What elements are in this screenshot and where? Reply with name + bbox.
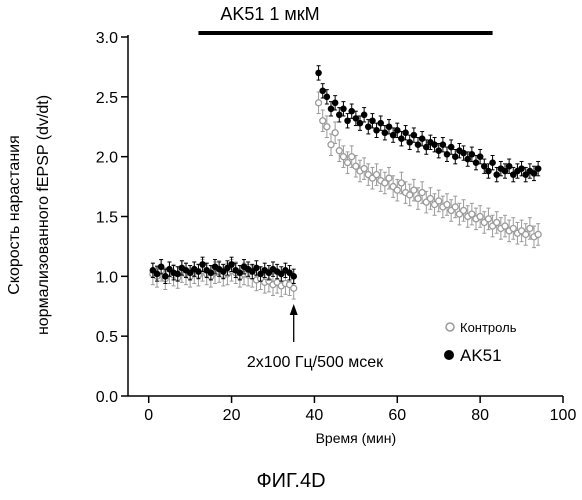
data-point [444, 202, 450, 208]
data-point [436, 198, 442, 204]
data-point [228, 261, 235, 268]
data-point [290, 273, 297, 280]
data-point [460, 150, 467, 157]
stimulus-arrow-head [290, 304, 298, 315]
data-point [523, 231, 529, 237]
data-series [150, 66, 542, 299]
data-point [419, 135, 426, 142]
y-tick-label: 0.5 [96, 329, 118, 346]
data-point [427, 196, 433, 202]
data-point [398, 135, 405, 142]
data-point [319, 88, 326, 95]
x-tick-label: 80 [471, 407, 489, 424]
legend-marker-control [446, 323, 454, 331]
data-point [452, 153, 459, 160]
data-point [361, 166, 367, 172]
data-point [477, 214, 483, 220]
figure-caption: ФИГ.4D [0, 470, 582, 493]
legend-marker-ak51 [444, 350, 454, 360]
legend-label-control: Контроль [460, 320, 517, 335]
data-point [394, 187, 400, 193]
data-point [452, 204, 458, 210]
data-point [518, 165, 525, 172]
data-point [357, 120, 364, 127]
data-point [361, 111, 368, 118]
data-point [340, 106, 347, 113]
data-point [431, 141, 438, 148]
data-point [461, 208, 467, 214]
legend-label-ak51: AK51 [460, 346, 502, 365]
data-point [419, 190, 425, 196]
data-point [316, 100, 322, 106]
data-point [374, 172, 380, 178]
data-point [435, 147, 442, 154]
data-point [199, 261, 206, 268]
y-ticks: 0.0 0.5 1.0 1.5 2.0 2.5 3.0 [96, 30, 128, 406]
x-tick-label: 20 [223, 407, 241, 424]
x-axis-label: Время (мин) [316, 430, 397, 446]
y-tick-label: 3.0 [96, 30, 118, 47]
data-point [469, 151, 476, 158]
y-axis-label-line1: Скорость нарастания [6, 135, 23, 295]
data-point [365, 123, 372, 130]
data-point [332, 100, 339, 107]
y-tick-label: 1.0 [96, 269, 118, 286]
series-ak51 [150, 66, 542, 284]
y-tick-label: 1.5 [96, 210, 118, 227]
data-point [328, 106, 335, 113]
drug-application-bar: AK51 1 мкМ [198, 4, 492, 33]
data-point [208, 269, 215, 276]
data-point [174, 271, 181, 278]
data-point [535, 165, 542, 172]
data-point [489, 159, 496, 166]
data-point [398, 180, 404, 186]
data-point [485, 216, 491, 222]
x-tick-label: 0 [144, 407, 153, 424]
data-point [386, 175, 392, 181]
data-point [415, 141, 422, 148]
data-point [332, 130, 338, 136]
drug-bar-label: AK51 1 мкМ [220, 4, 319, 24]
data-point [415, 196, 421, 202]
x-tick-label: 100 [550, 407, 577, 424]
stimulus-marker: 2x100 Гц/500 мсек [247, 304, 384, 371]
x-ticks: 0 20 40 60 80 100 [144, 396, 576, 424]
x-tick-label: 60 [388, 407, 406, 424]
data-point [336, 111, 343, 118]
data-point [324, 94, 331, 101]
data-point [324, 124, 330, 130]
y-tick-label: 0.0 [96, 389, 118, 406]
data-point [320, 118, 326, 124]
legend: Контроль AK51 [444, 320, 517, 365]
data-point [336, 148, 342, 154]
data-point [535, 231, 541, 237]
data-point [473, 159, 480, 166]
x-tick-label: 40 [306, 407, 324, 424]
stimulus-label: 2x100 Гц/500 мсек [247, 354, 384, 371]
data-point [237, 269, 244, 276]
data-point [253, 265, 260, 272]
y-axis-label-line2: нормализованного fEPSP (dv/dt) [35, 95, 52, 335]
data-point [506, 163, 513, 170]
y-tick-label: 2.0 [96, 150, 118, 167]
y-tick-label: 2.5 [96, 90, 118, 107]
data-point [493, 171, 500, 178]
data-point [345, 160, 351, 166]
data-point [411, 187, 417, 193]
data-point [394, 127, 401, 134]
data-point [527, 225, 533, 231]
data-point [485, 168, 492, 175]
data-point [315, 70, 322, 77]
data-point [386, 123, 393, 130]
data-point [291, 285, 297, 291]
data-point [494, 219, 500, 225]
data-point [349, 154, 355, 160]
data-point [328, 142, 334, 148]
data-point [382, 129, 389, 136]
data-point [340, 154, 346, 160]
